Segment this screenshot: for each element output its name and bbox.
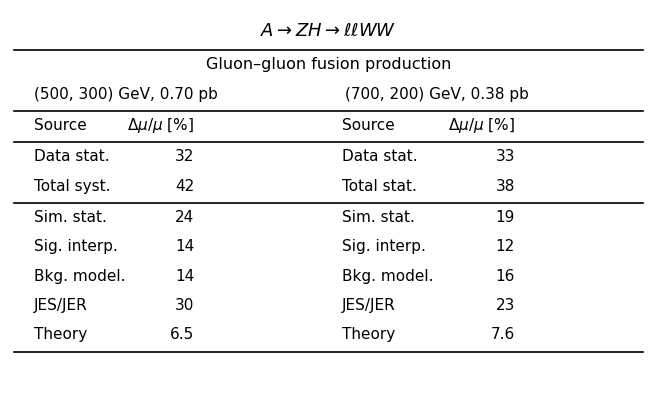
- Text: 33: 33: [495, 149, 515, 164]
- Text: 23: 23: [495, 298, 515, 313]
- Text: Bkg. model.: Bkg. model.: [34, 269, 125, 284]
- Text: Data stat.: Data stat.: [34, 149, 110, 164]
- Text: Sig. interp.: Sig. interp.: [342, 240, 426, 255]
- Text: (700, 200) GeV, 0.38 pb: (700, 200) GeV, 0.38 pb: [344, 87, 528, 102]
- Text: 6.5: 6.5: [170, 327, 194, 342]
- Text: Sim. stat.: Sim. stat.: [342, 210, 415, 225]
- Text: Bkg. model.: Bkg. model.: [342, 269, 433, 284]
- Text: 38: 38: [495, 179, 515, 194]
- Text: Source: Source: [34, 118, 87, 133]
- Text: 14: 14: [175, 269, 194, 284]
- Text: Theory: Theory: [342, 327, 395, 342]
- Text: JES/JER: JES/JER: [342, 298, 396, 313]
- Text: 24: 24: [175, 210, 194, 225]
- Text: 14: 14: [175, 240, 194, 255]
- Text: 32: 32: [175, 149, 194, 164]
- Text: Gluon–gluon fusion production: Gluon–gluon fusion production: [206, 58, 451, 72]
- Text: Total syst.: Total syst.: [34, 179, 110, 194]
- Text: JES/JER: JES/JER: [34, 298, 88, 313]
- Text: Total stat.: Total stat.: [342, 179, 417, 194]
- Text: 7.6: 7.6: [491, 327, 515, 342]
- Text: $\Delta\mu/\mu$ [%]: $\Delta\mu/\mu$ [%]: [448, 116, 515, 135]
- Text: 12: 12: [495, 240, 515, 255]
- Text: 19: 19: [495, 210, 515, 225]
- Text: Sig. interp.: Sig. interp.: [34, 240, 118, 255]
- Text: $\Delta\mu/\mu$ [%]: $\Delta\mu/\mu$ [%]: [127, 116, 194, 135]
- Text: 30: 30: [175, 298, 194, 313]
- Text: 42: 42: [175, 179, 194, 194]
- Text: $A \rightarrow ZH \rightarrow \ell\ell WW$: $A \rightarrow ZH \rightarrow \ell\ell W…: [260, 22, 397, 40]
- Text: (500, 300) GeV, 0.70 pb: (500, 300) GeV, 0.70 pb: [34, 87, 217, 102]
- Text: Source: Source: [342, 118, 394, 133]
- Text: Data stat.: Data stat.: [342, 149, 417, 164]
- Text: Sim. stat.: Sim. stat.: [34, 210, 107, 225]
- Text: 16: 16: [495, 269, 515, 284]
- Text: Theory: Theory: [34, 327, 87, 342]
